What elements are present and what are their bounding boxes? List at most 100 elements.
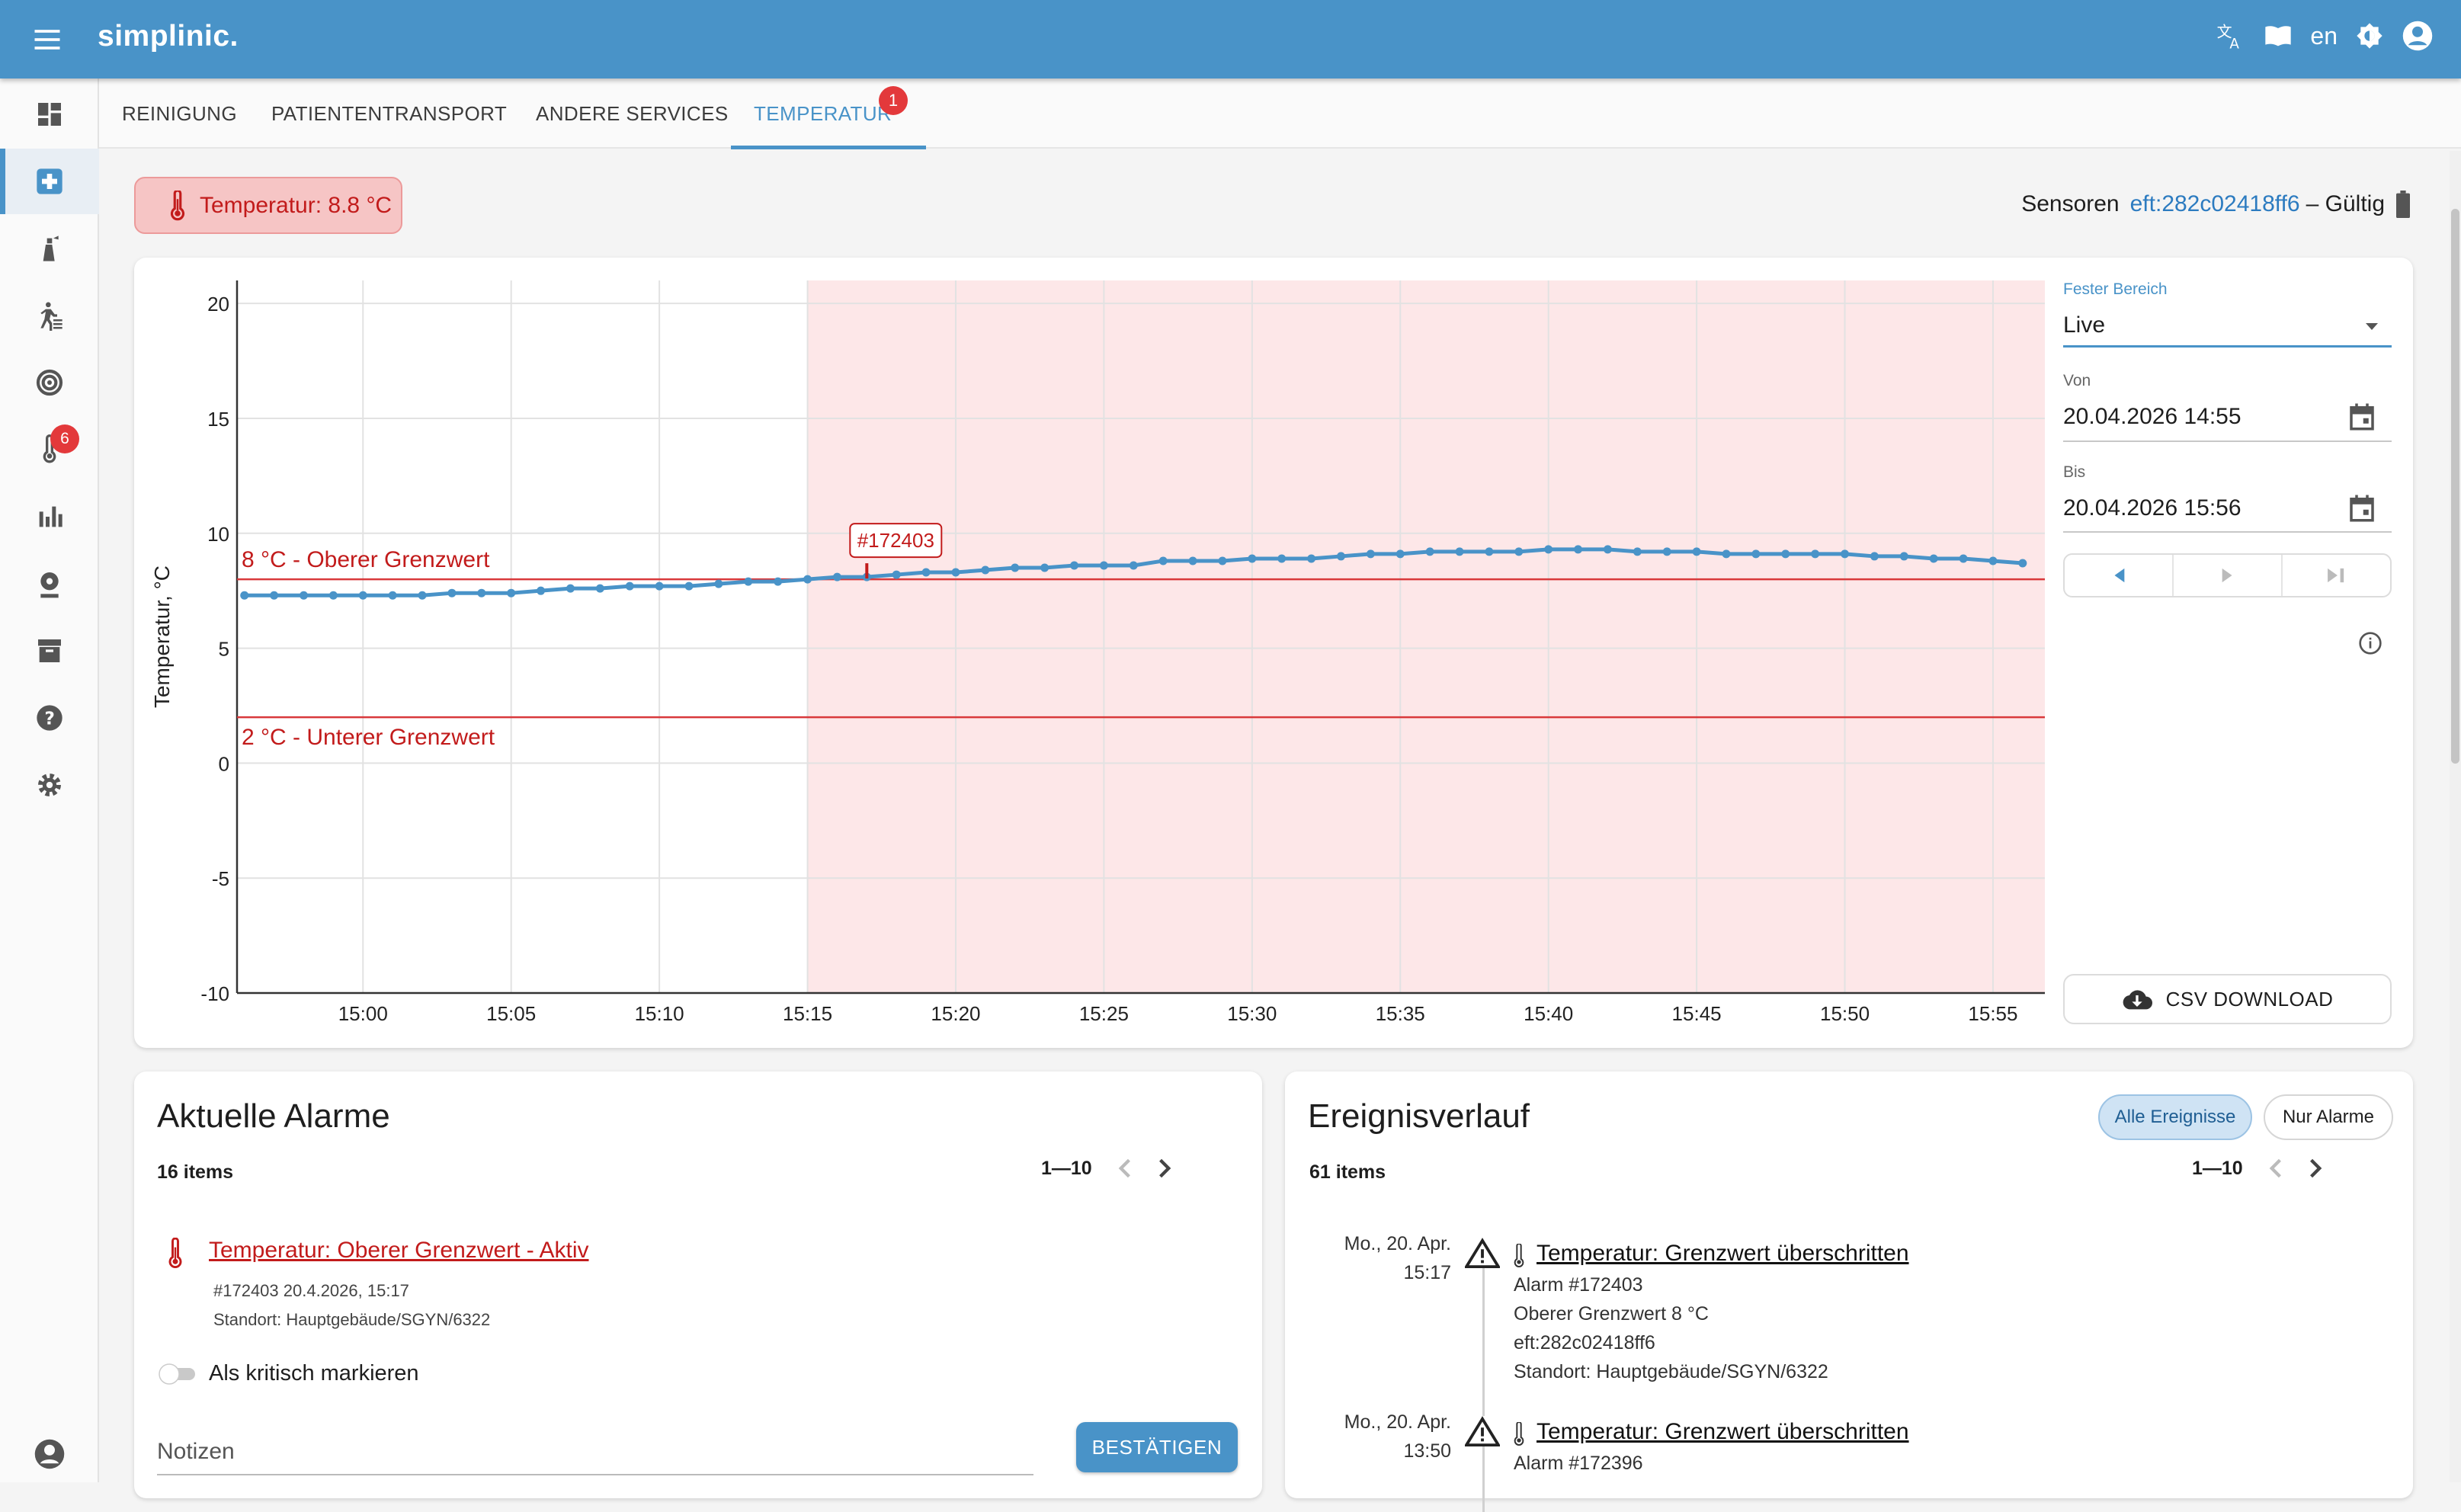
to-date-field[interactable]: 20.04.2026 15:56	[2063, 495, 2241, 521]
data-point	[1841, 549, 1850, 559]
data-point	[1188, 556, 1197, 565]
x-tick-label: 15:20	[931, 1002, 980, 1025]
data-point	[1396, 549, 1405, 559]
sidebar-item-cleaning[interactable]	[0, 216, 99, 281]
data-point	[1218, 556, 1227, 565]
calendar-icon[interactable]	[2346, 401, 2378, 433]
alarms-title: Aktuelle Alarme	[157, 1097, 390, 1135]
event-title-link[interactable]: Temperatur: Grenzwert überschritten	[1537, 1241, 1909, 1266]
critical-toggle[interactable]	[157, 1361, 198, 1385]
data-point	[1248, 554, 1257, 563]
sidebar-item-temperature[interactable]: 6	[0, 417, 99, 482]
data-point	[595, 584, 604, 593]
sidebar-item-statistics[interactable]	[0, 484, 99, 549]
translate-icon[interactable]: 文A	[2216, 21, 2246, 51]
data-point	[477, 588, 486, 597]
data-point	[1129, 561, 1138, 570]
y-tick-label: 15	[207, 408, 229, 431]
event-history-card: Ereignisverlauf Alle Ereignisse Nur Alar…	[1285, 1072, 2413, 1512]
bar-chart-icon	[39, 506, 62, 527]
event-title-link[interactable]: Temperatur: Grenzwert überschritten	[1537, 1419, 1909, 1444]
range-select[interactable]: Live	[2063, 312, 2106, 338]
sidebar-item-settings[interactable]	[0, 752, 99, 818]
data-point	[1544, 545, 1553, 554]
sidebar-item-profile[interactable]	[0, 1421, 99, 1487]
tab-bar: REINIGUNG PATIENTENTRANSPORT ANDERE SERV…	[99, 78, 2461, 149]
notes-input[interactable]: Notizen	[157, 1430, 1033, 1475]
data-point	[921, 568, 931, 577]
engineering-icon	[40, 572, 59, 598]
book-icon[interactable]	[2263, 21, 2293, 51]
data-point	[299, 591, 308, 600]
tab-temperature-badge: 1	[879, 86, 908, 115]
tab-temperature[interactable]: TEMPERATUR	[730, 78, 927, 149]
sidebar-item-tracking[interactable]	[0, 350, 99, 415]
tab-patient-transport[interactable]: PATIENTENTRANSPORT	[271, 102, 508, 125]
confirm-button[interactable]: BESTÄTIGEN	[1076, 1422, 1238, 1472]
x-tick-label: 15:00	[338, 1002, 388, 1025]
data-point	[684, 581, 694, 591]
y-tick-label: 20	[207, 293, 229, 316]
sidebar-item-medical[interactable]	[0, 149, 99, 214]
event-date: Mo., 20. Apr.	[1344, 1233, 1451, 1254]
x-tick-label: 15:50	[1820, 1002, 1870, 1025]
data-point	[1929, 554, 1938, 563]
from-date-field[interactable]: 20.04.2026 14:55	[2063, 404, 2241, 429]
data-point	[714, 579, 723, 588]
tab-cleaning[interactable]: REINIGUNG	[122, 102, 237, 125]
dashboard-icon	[38, 103, 61, 126]
filter-all-events[interactable]: Alle Ereignisse	[2098, 1094, 2252, 1140]
sensors-label: Sensoren	[2021, 191, 2120, 216]
tab-other-services[interactable]: ANDERE SERVICES	[536, 102, 729, 125]
chevron-down-icon[interactable]	[2363, 319, 2381, 334]
event-date: Mo., 20. Apr.	[1344, 1411, 1451, 1433]
chevron-left-icon[interactable]	[2266, 1157, 2284, 1180]
sensor-link[interactable]: eft:282c02418ff6	[2129, 191, 2300, 216]
language-selector[interactable]: en	[2310, 21, 2338, 50]
nav-prev-button[interactable]	[2065, 555, 2174, 596]
x-tick-label: 15:35	[1376, 1002, 1425, 1025]
alarm-title-link[interactable]: Temperatur: Oberer Grenzwert - Aktiv	[209, 1238, 589, 1263]
calendar-icon[interactable]	[2346, 492, 2378, 524]
account-icon[interactable]	[2402, 20, 2434, 52]
brightness-icon[interactable]	[2354, 21, 2385, 51]
data-point	[1811, 549, 1820, 559]
chevron-right-icon[interactable]	[2307, 1157, 2325, 1180]
x-tick-label: 15:40	[1524, 1002, 1573, 1025]
chevron-right-icon[interactable]	[1156, 1157, 1174, 1180]
data-point	[1485, 547, 1494, 556]
filter-only-alarms[interactable]: Nur Alarme	[2264, 1094, 2393, 1140]
data-point	[1455, 547, 1464, 556]
svg-text:文: 文	[2217, 23, 2232, 41]
data-point	[832, 572, 841, 581]
sidebar-item-dashboard[interactable]	[0, 82, 99, 147]
sidebar-item-transport[interactable]	[0, 283, 99, 348]
data-point	[1988, 556, 1998, 565]
scrollbar-thumb[interactable]	[2451, 209, 2459, 764]
temperature-value: Temperatur: 8.8 °C	[200, 192, 393, 218]
alarm-meta: #172403 20.4.2026, 15:17	[213, 1281, 409, 1300]
sidebar-item-archive[interactable]	[0, 618, 99, 684]
timeline-line	[1482, 1268, 1485, 1512]
data-point	[1662, 547, 1671, 556]
nav-latest-button[interactable]	[2283, 555, 2390, 596]
thermometer-icon	[168, 1238, 182, 1268]
csv-download-button[interactable]: CSV DOWNLOAD	[2063, 974, 2392, 1024]
temperature-chip: Temperatur: 8.8 °C	[134, 177, 402, 234]
data-point	[1099, 561, 1108, 570]
menu-icon[interactable]	[29, 23, 66, 56]
info-icon[interactable]	[2358, 631, 2382, 655]
data-point	[981, 565, 990, 575]
chevron-left-icon[interactable]	[1115, 1157, 1133, 1180]
critical-label: Als kritisch markieren	[209, 1361, 419, 1385]
data-point	[803, 575, 812, 584]
page-scrollbar[interactable]	[2450, 151, 2461, 1482]
caret-right-icon	[2222, 568, 2232, 583]
sidebar-item-support[interactable]	[0, 551, 99, 617]
nav-next-button[interactable]	[2174, 555, 2283, 596]
data-point	[1336, 552, 1345, 561]
events-title: Ereignisverlauf	[1308, 1097, 1530, 1135]
sidebar-item-help[interactable]: ?	[0, 685, 99, 751]
data-point	[1307, 554, 1316, 563]
brand-logo[interactable]: simplinic.	[98, 20, 239, 53]
